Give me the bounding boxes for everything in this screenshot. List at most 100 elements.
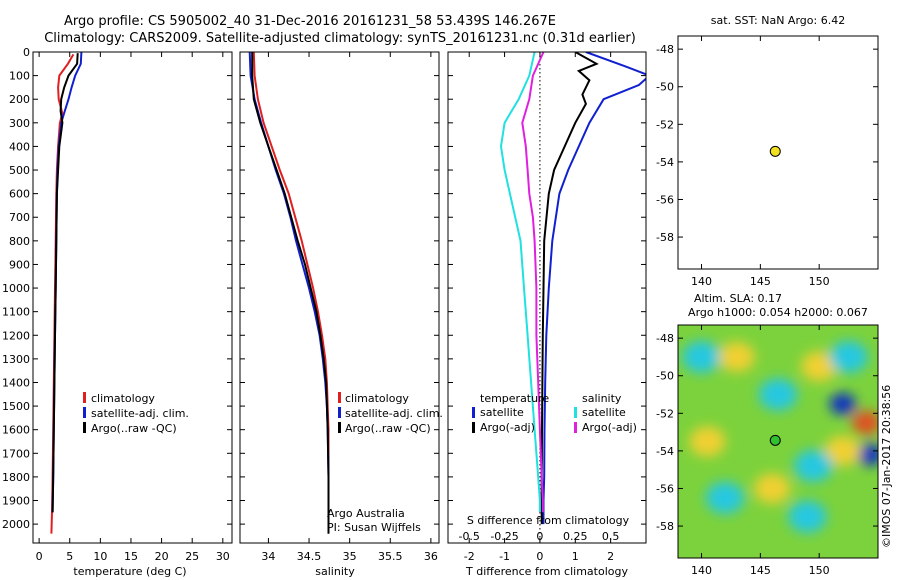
- sla-feature: [788, 500, 827, 533]
- y-tick-label: 100: [9, 70, 30, 83]
- y-tick-label: -52: [656, 407, 674, 420]
- x-tick-label: 35: [343, 550, 357, 563]
- legend-label-s-argo: Argo(-adj): [582, 421, 637, 434]
- y-tick-label: -48: [656, 43, 674, 56]
- sla-feature: [758, 378, 798, 411]
- y-tick-label: 300: [9, 117, 30, 130]
- temperature-series-line: [51, 52, 83, 513]
- legend-label-climatology: climatology: [91, 392, 155, 405]
- y-tick-label: 1200: [2, 329, 30, 342]
- x-tick-label: 36: [424, 550, 438, 563]
- y-tick-label: 0: [23, 46, 30, 59]
- salinity-axes-frame: [239, 51, 440, 544]
- temperature-xlabel: temperature (deg C): [73, 565, 186, 578]
- difference-series-line: [542, 52, 646, 525]
- s-tick-label: 0.25: [563, 530, 588, 543]
- salinity-series-line: [252, 52, 330, 534]
- x-tick-label: 34: [261, 550, 275, 563]
- temperature-axes-frame: [32, 51, 233, 544]
- legend-label-climatology: climatology: [345, 392, 409, 405]
- x-tick-label: 20: [155, 550, 169, 563]
- sla-feature: [682, 340, 721, 373]
- x-tick-label: 1: [572, 550, 579, 563]
- sst-map-frame: [677, 35, 879, 270]
- y-tick-label: -54: [656, 445, 674, 458]
- x-tick-label: 150: [809, 275, 830, 288]
- x-tick-label: 150: [809, 564, 830, 577]
- y-tick-label: -48: [656, 332, 674, 345]
- x-tick-label: 30: [216, 550, 230, 563]
- y-tick-label: 1500: [2, 400, 30, 413]
- y-tick-label: 700: [9, 211, 30, 224]
- legend-label-satellite: satellite-adj. clim.: [91, 407, 189, 420]
- legend-label-s-satellite: satellite: [582, 406, 626, 419]
- y-tick-label: 1000: [2, 282, 30, 295]
- s-tick-label: -0.25: [490, 530, 518, 543]
- y-tick-label: 800: [9, 235, 30, 248]
- y-tick-label: -54: [656, 156, 674, 169]
- x-tick-label: 0: [536, 550, 543, 563]
- sla-map-title-line1: Altim. SLA: 0.17: [694, 292, 782, 305]
- x-tick-label: 2: [607, 550, 614, 563]
- difference-axes-frame: [447, 51, 647, 544]
- difference-top-axis-label: S difference from climatology: [467, 514, 630, 527]
- salinity-annotation-line2: PI: Susan Wijffels: [327, 521, 421, 534]
- sla-feature: [718, 341, 755, 372]
- legend-label-t-satellite: satellite: [480, 406, 524, 419]
- x-tick-label: 5: [66, 550, 73, 563]
- figure-title-line1: Argo profile: CS 5905002_40 31-Dec-2016 …: [64, 14, 556, 29]
- y-tick-label: 900: [9, 258, 30, 271]
- legend-label-satellite: satellite-adj. clim.: [345, 407, 443, 420]
- sla-feature: [829, 392, 856, 415]
- y-tick-label: 1800: [2, 471, 30, 484]
- sla-feature: [705, 481, 745, 514]
- x-tick-label: 35.5: [378, 550, 403, 563]
- x-tick-label: 25: [185, 550, 199, 563]
- y-tick-label: -52: [656, 118, 674, 131]
- temperature-legend: climatology satellite-adj. clim. Argo(..…: [83, 392, 189, 435]
- legend-swatch-s-satellite: [574, 407, 577, 418]
- salinity-panel: 34 34.5 35 35.5 36 salinity climatology sate…: [239, 51, 443, 578]
- legend-swatch-s-argo: [574, 422, 577, 433]
- y-tick-label: 1900: [2, 495, 30, 508]
- sla-feature: [754, 473, 791, 504]
- y-tick-label: 1300: [2, 353, 30, 366]
- sla-map-title-line2: Argo h1000: 0.054 h2000: 0.067: [688, 306, 868, 319]
- salinity-legend: climatology satellite-adj. clim. Argo(..…: [338, 392, 443, 435]
- sla-map-frame: [677, 324, 879, 559]
- salinity-series-line: [251, 52, 330, 534]
- difference-legend: temperature salinity satellite Argo(-adj…: [472, 392, 637, 434]
- sla-map-argo-position-marker: [769, 434, 781, 446]
- legend-swatch-climatology: [338, 392, 341, 403]
- y-tick-label: -50: [656, 81, 674, 94]
- sla-feature: [689, 426, 726, 457]
- x-tick-label: 10: [93, 550, 107, 563]
- sla-feature: [856, 443, 878, 466]
- y-tick-label: 1600: [2, 424, 30, 437]
- difference-series-line: [521, 52, 545, 513]
- s-tick-label: 0: [536, 530, 543, 543]
- legend-swatch-climatology: [83, 392, 86, 403]
- y-tick-label: 2000: [2, 518, 30, 531]
- y-tick-label: 400: [9, 140, 30, 153]
- s-tick-label: 0.5: [602, 530, 620, 543]
- difference-series-line: [499, 52, 541, 513]
- y-tick-label: 1700: [2, 447, 30, 460]
- sla-feature: [794, 449, 833, 482]
- y-tick-label: -58: [656, 520, 674, 533]
- temperature-panel: 0100200300400500600700800900100011001200…: [2, 46, 233, 578]
- sla-feature: [851, 410, 878, 435]
- x-tick-label: 145: [750, 564, 771, 577]
- sst-map-argo-position-marker: [769, 145, 781, 157]
- x-tick-label: -2: [464, 550, 475, 563]
- x-tick-label: 15: [124, 550, 138, 563]
- x-tick-label: 140: [691, 275, 712, 288]
- temperature-series-line: [51, 53, 79, 513]
- sst-map-panel: sat. SST: NaN Argo: 6.42 -48 -50 -52 -54 -56…: [656, 14, 879, 288]
- legend-swatch-t-satellite: [472, 407, 475, 418]
- x-tick-label: 0: [36, 550, 43, 563]
- sla-field: [682, 340, 878, 533]
- legend-swatch-argo: [83, 422, 86, 433]
- legend-swatch-satellite: [83, 407, 86, 418]
